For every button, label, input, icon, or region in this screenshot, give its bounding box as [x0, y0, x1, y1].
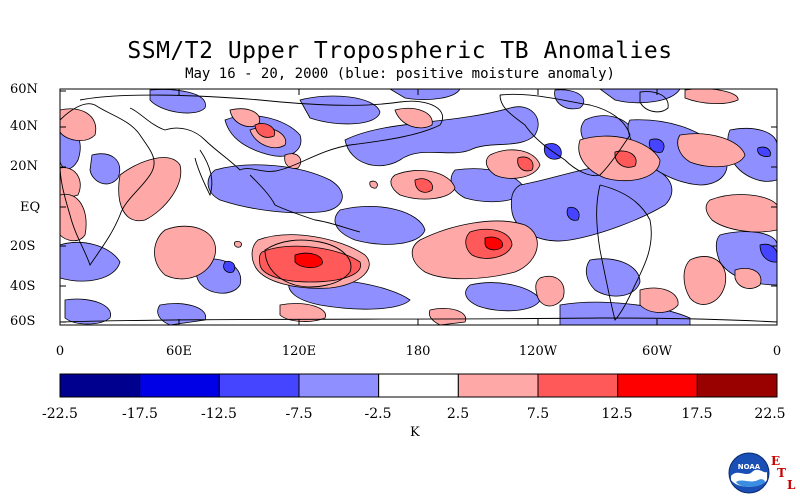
pink-region — [639, 287, 679, 313]
lat-label-60n: 60N — [10, 82, 38, 97]
blue-core — [648, 138, 665, 153]
colorbar-swatch — [139, 373, 220, 398]
red-core — [254, 123, 276, 138]
colorbar-swatch — [298, 373, 380, 398]
coastline-se-asia — [249, 174, 361, 233]
coastline-india — [194, 149, 213, 197]
etl-letter: T — [777, 466, 786, 480]
lon-label-120w: 120W — [518, 344, 558, 359]
blue-region — [157, 303, 206, 325]
pink-region — [394, 108, 433, 129]
coastline-antarctica — [60, 317, 777, 323]
pink-region — [60, 167, 81, 201]
colorbar-label: -22.5 — [42, 406, 78, 422]
blue-region — [389, 89, 461, 100]
red-core — [614, 150, 637, 168]
lat-label-20n: 20N — [10, 159, 38, 174]
lat-label-40s: 40S — [10, 279, 36, 294]
pink-region — [154, 225, 216, 280]
coastline-australia — [264, 239, 352, 288]
etl-letter: E — [771, 454, 781, 468]
colorbar-label: 12.5 — [601, 406, 633, 422]
colorbar-label: -12.5 — [201, 406, 237, 422]
colorbar — [59, 373, 778, 398]
lon-label-180: 180 — [405, 344, 431, 359]
coastline-africa-europe — [60, 103, 155, 267]
colorbar-units: K — [410, 425, 420, 440]
colorbar-label: 17.5 — [681, 406, 713, 422]
noaa-logo-icon: NOAA — [728, 452, 770, 494]
colorbar-label: -17.5 — [122, 406, 158, 422]
lon-label-120e: 120E — [281, 344, 317, 359]
colorbar-swatch — [378, 373, 459, 398]
extreme-positive-cores — [294, 236, 503, 268]
coastline-eurasia — [79, 94, 443, 172]
etl-letter: L — [787, 478, 796, 492]
blue-region — [299, 95, 381, 125]
blue-core — [566, 206, 580, 221]
colorbar-swatch — [457, 373, 539, 398]
colorbar-swatch — [617, 373, 698, 398]
pink-region — [428, 307, 467, 325]
strong-negative-cores — [223, 138, 777, 273]
coastline-south-america — [596, 184, 652, 321]
blue-region — [554, 89, 585, 110]
pink-region — [677, 133, 746, 168]
red-core-strong — [484, 236, 503, 251]
coastline-north-america — [499, 93, 631, 177]
pink-region — [684, 89, 739, 104]
colorbar-label: 2.5 — [446, 406, 470, 422]
lat-label-eq: EQ — [20, 200, 41, 215]
pink-region — [734, 268, 762, 289]
pink-region — [284, 153, 302, 169]
colorbar-swatch — [537, 373, 619, 398]
pink-region — [279, 303, 326, 322]
pink-region — [369, 180, 378, 189]
red-core — [517, 156, 534, 172]
blue-region — [149, 89, 206, 114]
colorbar-swatch — [696, 373, 778, 398]
blue-region — [60, 241, 121, 282]
anomaly-field — [60, 89, 777, 325]
blue-core — [223, 260, 236, 273]
lat-label-40n: 40N — [10, 119, 38, 134]
lat-label-20s: 20S — [10, 239, 36, 254]
coastline-greenland — [639, 91, 669, 113]
colorbar-label: -7.5 — [285, 406, 313, 422]
axis-ticks — [60, 89, 777, 325]
blue-region — [207, 164, 343, 214]
pink-region — [535, 275, 565, 307]
blue-region — [64, 298, 111, 325]
lat-label-60s: 60S — [10, 314, 36, 329]
pink-region — [60, 193, 87, 242]
pink-region — [118, 157, 182, 222]
colorbar-swatch — [59, 373, 141, 398]
blue-core — [759, 243, 777, 263]
colorbar-label: -2.5 — [364, 406, 392, 422]
blue-core — [757, 146, 771, 157]
colorbar-label: 22.5 — [754, 406, 786, 422]
pink-region — [60, 108, 97, 141]
map-subtitle: May 16 - 20, 2000 (blue: positive moistu… — [185, 66, 615, 82]
map-title: SSM/T2 Upper Tropospheric TB Anomalies — [127, 38, 673, 64]
logo-text: NOAA — [738, 463, 761, 471]
red-core-strong — [294, 252, 323, 268]
red-core — [414, 178, 433, 193]
blue-region — [585, 258, 641, 297]
lon-label-0-east: 0 — [772, 344, 782, 359]
blue-region — [465, 282, 541, 312]
colorbar-label: 7.5 — [526, 406, 550, 422]
colorbar-swatch — [218, 373, 300, 398]
pink-region — [683, 256, 727, 305]
pink-region — [233, 241, 243, 248]
lon-label-0: 0 — [55, 344, 65, 359]
lon-label-60e: 60E — [165, 344, 193, 359]
blue-region — [344, 106, 539, 167]
pink-region — [705, 194, 777, 233]
lon-label-60w: 60W — [642, 344, 672, 359]
blue-region — [89, 153, 121, 185]
blue-region — [334, 206, 426, 245]
coastlines — [60, 91, 777, 323]
